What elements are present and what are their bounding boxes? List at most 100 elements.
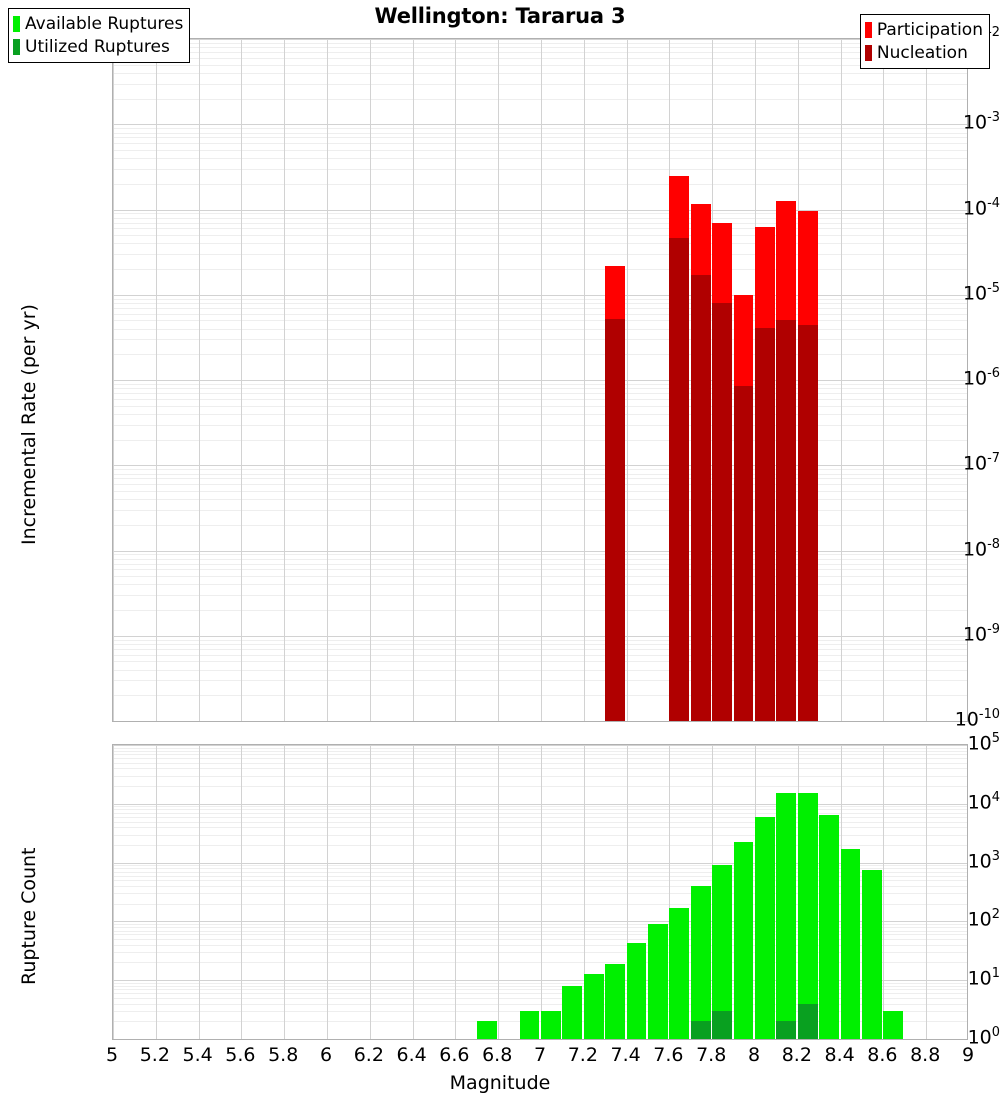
x-axis-tick-label: 7.6 [653,1044,684,1066]
gridline-major [113,210,967,211]
bar-nucleation [755,327,775,721]
bars-top [113,39,967,721]
gridline-minor [113,478,967,479]
gridline-minor [113,128,967,129]
gridline-minor [113,989,967,990]
bar-nucleation [669,238,690,721]
x-axis-tick-label: 6.4 [396,1044,427,1066]
gridline-minor [113,945,967,946]
gridline-minor [113,758,967,759]
gridline-vertical [841,39,842,721]
gridline-vertical [370,745,371,1039]
bar-group [840,745,861,1039]
gridline-minor [113,393,967,394]
bar-group [883,745,904,1039]
gridline-minor [113,904,967,905]
gridline-minor [113,65,967,66]
gridline-minor [113,924,967,925]
incremental-rate-plot [112,38,968,722]
gridline-minor [113,314,967,315]
bar-group [648,745,668,1039]
gridline-minor [113,868,967,869]
gridline-minor [113,640,967,641]
gridline-vertical [584,745,585,1039]
gridline-minor [113,845,967,846]
x-axis-tick-label: 5.4 [182,1044,213,1066]
gridline-minor [113,339,967,340]
legend-available-ruptures: Available Ruptures [13,13,183,36]
gridline-vertical [370,39,371,721]
gridline-minor [113,983,967,984]
y-axis-tick-label: 104 [967,789,1000,814]
gridline-minor [113,329,967,330]
gridline-minor [113,880,967,881]
gridline-minor [113,569,967,570]
gridline-minor [113,510,967,511]
x-axis-tick-label: 7.8 [696,1044,727,1066]
gridline-minor [113,169,967,170]
legend-label: Utilized Ruptures [25,36,170,57]
gridline-vertical [241,745,242,1039]
gridline-minor [113,998,967,999]
bar-available-ruptures [541,1010,561,1039]
gridline-major [113,295,967,296]
bar-group [862,745,882,1039]
legend-swatch-icon [864,44,872,61]
gridline-vertical [627,745,628,1039]
gridline-minor [113,228,967,229]
y-axis-title-top: Incremental Rate (per yr) [18,304,40,545]
gridline-vertical [327,745,328,1039]
x-axis-tick-label: 9 [961,1044,975,1066]
gridline-minor [113,484,967,485]
bar-group [712,745,733,1039]
bar-available-ruptures [690,886,711,1039]
bar-group [797,39,818,721]
gridline-minor [113,469,967,470]
gridline-minor [113,299,967,300]
bar-available-ruptures [562,985,583,1039]
gridline-minor [113,993,967,994]
bar-group [819,745,840,1039]
gridline-minor [113,670,967,671]
gridline-minor [113,1004,967,1005]
gridline-vertical [541,745,542,1039]
legend-label: Nucleation [876,42,968,63]
legend-swatch-icon [13,38,20,55]
x-axis-tick-label: 6.2 [353,1044,384,1066]
gridline-minor [113,776,967,777]
bar-group [733,39,754,721]
bar-available-ruptures [648,923,668,1039]
gridline-major [113,863,967,864]
gridline-minor [113,564,967,565]
bar-utilized-ruptures [690,1021,711,1039]
x-axis-tick-label: 5.2 [139,1044,170,1066]
gridline-vertical [241,39,242,721]
gridline-minor [113,644,967,645]
gridline-minor [113,763,967,764]
bar-group [712,39,733,721]
gridline-major [113,1039,967,1040]
bar-available-ruptures [669,907,690,1039]
x-axis-tick-label: 7.2 [567,1044,598,1066]
gridline-minor [113,649,967,650]
y-axis-tick-label: 10-7 [962,451,1000,475]
gridline-minor [113,934,967,935]
gridline-minor [113,499,967,500]
gridline-vertical [498,745,499,1039]
gridline-minor [113,320,967,321]
gridline-major [113,636,967,637]
gridline-vertical [413,745,414,1039]
bar-group [626,745,647,1039]
gridline-vertical [669,745,670,1039]
legend-top: Participation Nucleation [859,14,990,70]
bar-group [562,745,583,1039]
x-axis-tick-label: 8.8 [910,1044,941,1066]
bar-group [541,745,561,1039]
gridline-minor [113,931,967,932]
gridline-vertical [156,39,157,721]
bar-group [797,745,818,1039]
gridline-minor [113,218,967,219]
x-axis-tick-label: 5.6 [225,1044,256,1066]
legend-label: Participation [876,20,983,40]
